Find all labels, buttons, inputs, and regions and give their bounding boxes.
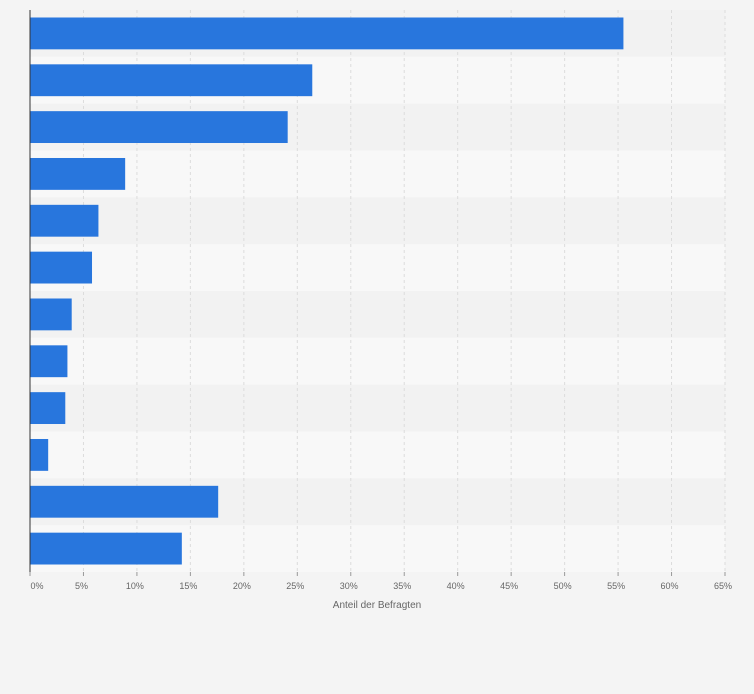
- bars: [30, 17, 624, 565]
- x-tick-label: 35%: [393, 581, 411, 591]
- x-tick-label: 20%: [233, 581, 251, 591]
- row-band: [30, 337, 725, 385]
- x-tick-label: 25%: [286, 581, 304, 591]
- x-tick-label: 60%: [661, 581, 679, 591]
- bar: [30, 485, 219, 518]
- row-band: [30, 291, 725, 338]
- bar: [30, 438, 49, 471]
- x-tick-label: 10%: [126, 581, 144, 591]
- x-tick-label: 65%: [714, 581, 732, 591]
- bar: [30, 298, 72, 331]
- row-band: [30, 150, 725, 198]
- x-axis-ticks: 0% 5% 10% 15% 20% 25% 30% 35% 40% 45% 50% 55% 60% 65%: [29, 572, 732, 591]
- vertical-gridlines: [29, 10, 726, 572]
- x-tick-label: 5%: [75, 581, 88, 591]
- row-band: [30, 244, 725, 291]
- x-tick-label: 40%: [447, 581, 465, 591]
- row-band: [30, 431, 725, 479]
- bar: [30, 64, 313, 97]
- row-band: [30, 384, 725, 432]
- bar: [30, 111, 288, 144]
- row-band: [30, 197, 725, 245]
- x-axis-label: Anteil der Befragten: [333, 600, 421, 611]
- bar: [30, 392, 66, 425]
- bar: [30, 17, 624, 50]
- x-tick-label: 0%: [30, 581, 43, 591]
- bar: [30, 345, 68, 378]
- bar: [30, 204, 99, 237]
- x-tick-label: 45%: [500, 581, 518, 591]
- bar: [30, 251, 93, 284]
- x-tick-label: 30%: [340, 581, 358, 591]
- bar: [30, 532, 182, 565]
- x-tick-label: 50%: [554, 581, 572, 591]
- bar: [30, 157, 126, 190]
- x-tick-label: 15%: [179, 581, 197, 591]
- x-tick-label: 55%: [607, 581, 625, 591]
- row-bands: [30, 10, 725, 572]
